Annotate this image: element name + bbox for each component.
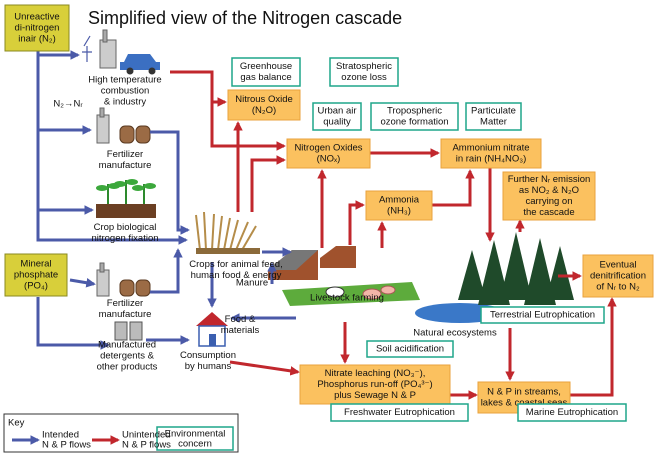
pool-box-text: of Nᵣ to N₂ [596, 282, 640, 293]
source-box-text: (PO₄) [24, 281, 48, 292]
pool-box-text: plus Sewage N & P [334, 390, 416, 401]
key-title: Key [8, 418, 25, 429]
diagram: Simplified view of the Nitrogen cascade [0, 0, 656, 454]
intended-flow [70, 280, 94, 284]
pool-box-text: N & P in streams, [487, 387, 561, 398]
key-label: N & P flows [42, 440, 91, 451]
label: Livestock farming [310, 293, 384, 304]
label: Crops for animal feed, [189, 259, 282, 270]
label: N₂→Nᵣ [53, 99, 83, 110]
pool-box-text: Ammonia [379, 195, 420, 206]
source-box-text: Unreactive [14, 12, 59, 23]
concern-box-text: Stratospheric [336, 61, 392, 72]
concern-box-text: Matter [480, 117, 507, 128]
pool-box-text: Nitrate leaching (NO₃⁻), [325, 368, 426, 379]
pool-box-text: Nitrous Oxide [235, 94, 293, 105]
concern-box-text: Tropospheric [387, 106, 442, 117]
concern-box-text: Particulate [471, 106, 516, 117]
unintended-flow [252, 160, 284, 212]
unintended-flow [350, 205, 363, 245]
concern-box-text: Freshwater Eutrophication [344, 407, 455, 418]
label: manufacture [99, 160, 152, 171]
concern-box-text: Terrestrial Eutrophication [490, 310, 595, 321]
unintended-flow [432, 171, 470, 205]
label: Fertilizer [107, 149, 143, 160]
label: by humans [185, 361, 232, 372]
label: other products [97, 362, 158, 373]
intended-flow [38, 297, 108, 345]
source-box-text: Mineral [20, 259, 51, 270]
concern-box-text: Urban air [317, 106, 356, 117]
pool-box-text: denitrification [590, 271, 646, 282]
label: & industry [104, 97, 146, 108]
label: Natural ecosystems [413, 328, 497, 339]
label: Fertilizer [107, 298, 143, 309]
label: manufacture [99, 309, 152, 320]
pool-box-text: (N₂O) [252, 105, 276, 116]
pool-box-text: carrying on [526, 196, 573, 207]
source-box-text: inair (N₂) [18, 34, 55, 45]
pool-box-text: Eventual [600, 260, 637, 271]
source-box-text: di-nitrogen [15, 23, 60, 34]
pool-box-text: in rain (NH₄NO₃) [456, 154, 527, 165]
pool-box-text: (NH₃) [387, 206, 411, 217]
pool-box-text: Further Nᵣ emission [508, 174, 591, 185]
pool-box-text: Nitrogen Oxides [294, 143, 362, 154]
intended-flow [150, 250, 178, 292]
page: Simplified view of the Nitrogen cascade [0, 0, 656, 454]
title: Simplified view of the Nitrogen cascade [88, 8, 402, 28]
label: Manure [236, 278, 268, 289]
label: Manufactured [98, 340, 156, 351]
concern-box-text: Soil acidification [376, 344, 444, 355]
label: Consumption [180, 350, 236, 361]
unintended-flow [230, 362, 298, 372]
concern-box-text: ozone formation [380, 117, 448, 128]
key-label: N & P flows [122, 440, 171, 451]
label: materials [221, 325, 260, 336]
concern-box-text: gas balance [240, 72, 291, 83]
concern-box-text: ozone loss [341, 72, 387, 83]
label: High temperature [88, 75, 161, 86]
label: combustion [101, 86, 150, 97]
label: Food & [225, 314, 256, 325]
concern-box-text: Marine Eutrophication [526, 407, 618, 418]
pool-box-text: (NOₓ) [317, 154, 341, 165]
pool-box-text: as NO₂ & N₂O [519, 185, 579, 196]
pool-box-text: Ammonium nitrate [452, 143, 529, 154]
concern-box-text: quality [323, 117, 351, 128]
label: Crop biological [94, 222, 157, 233]
pool-box-text: Phosphorus run-off (PO₄³⁻) [317, 379, 432, 390]
pool-box-text: the cascade [523, 207, 574, 218]
concern-box-text: Greenhouse [240, 61, 292, 72]
label: detergents & [100, 351, 155, 362]
source-box-text: phosphate [14, 270, 58, 281]
key-label: concern [178, 439, 212, 450]
label: nitrogen fixation [91, 233, 158, 244]
unintended-flow [170, 72, 225, 102]
